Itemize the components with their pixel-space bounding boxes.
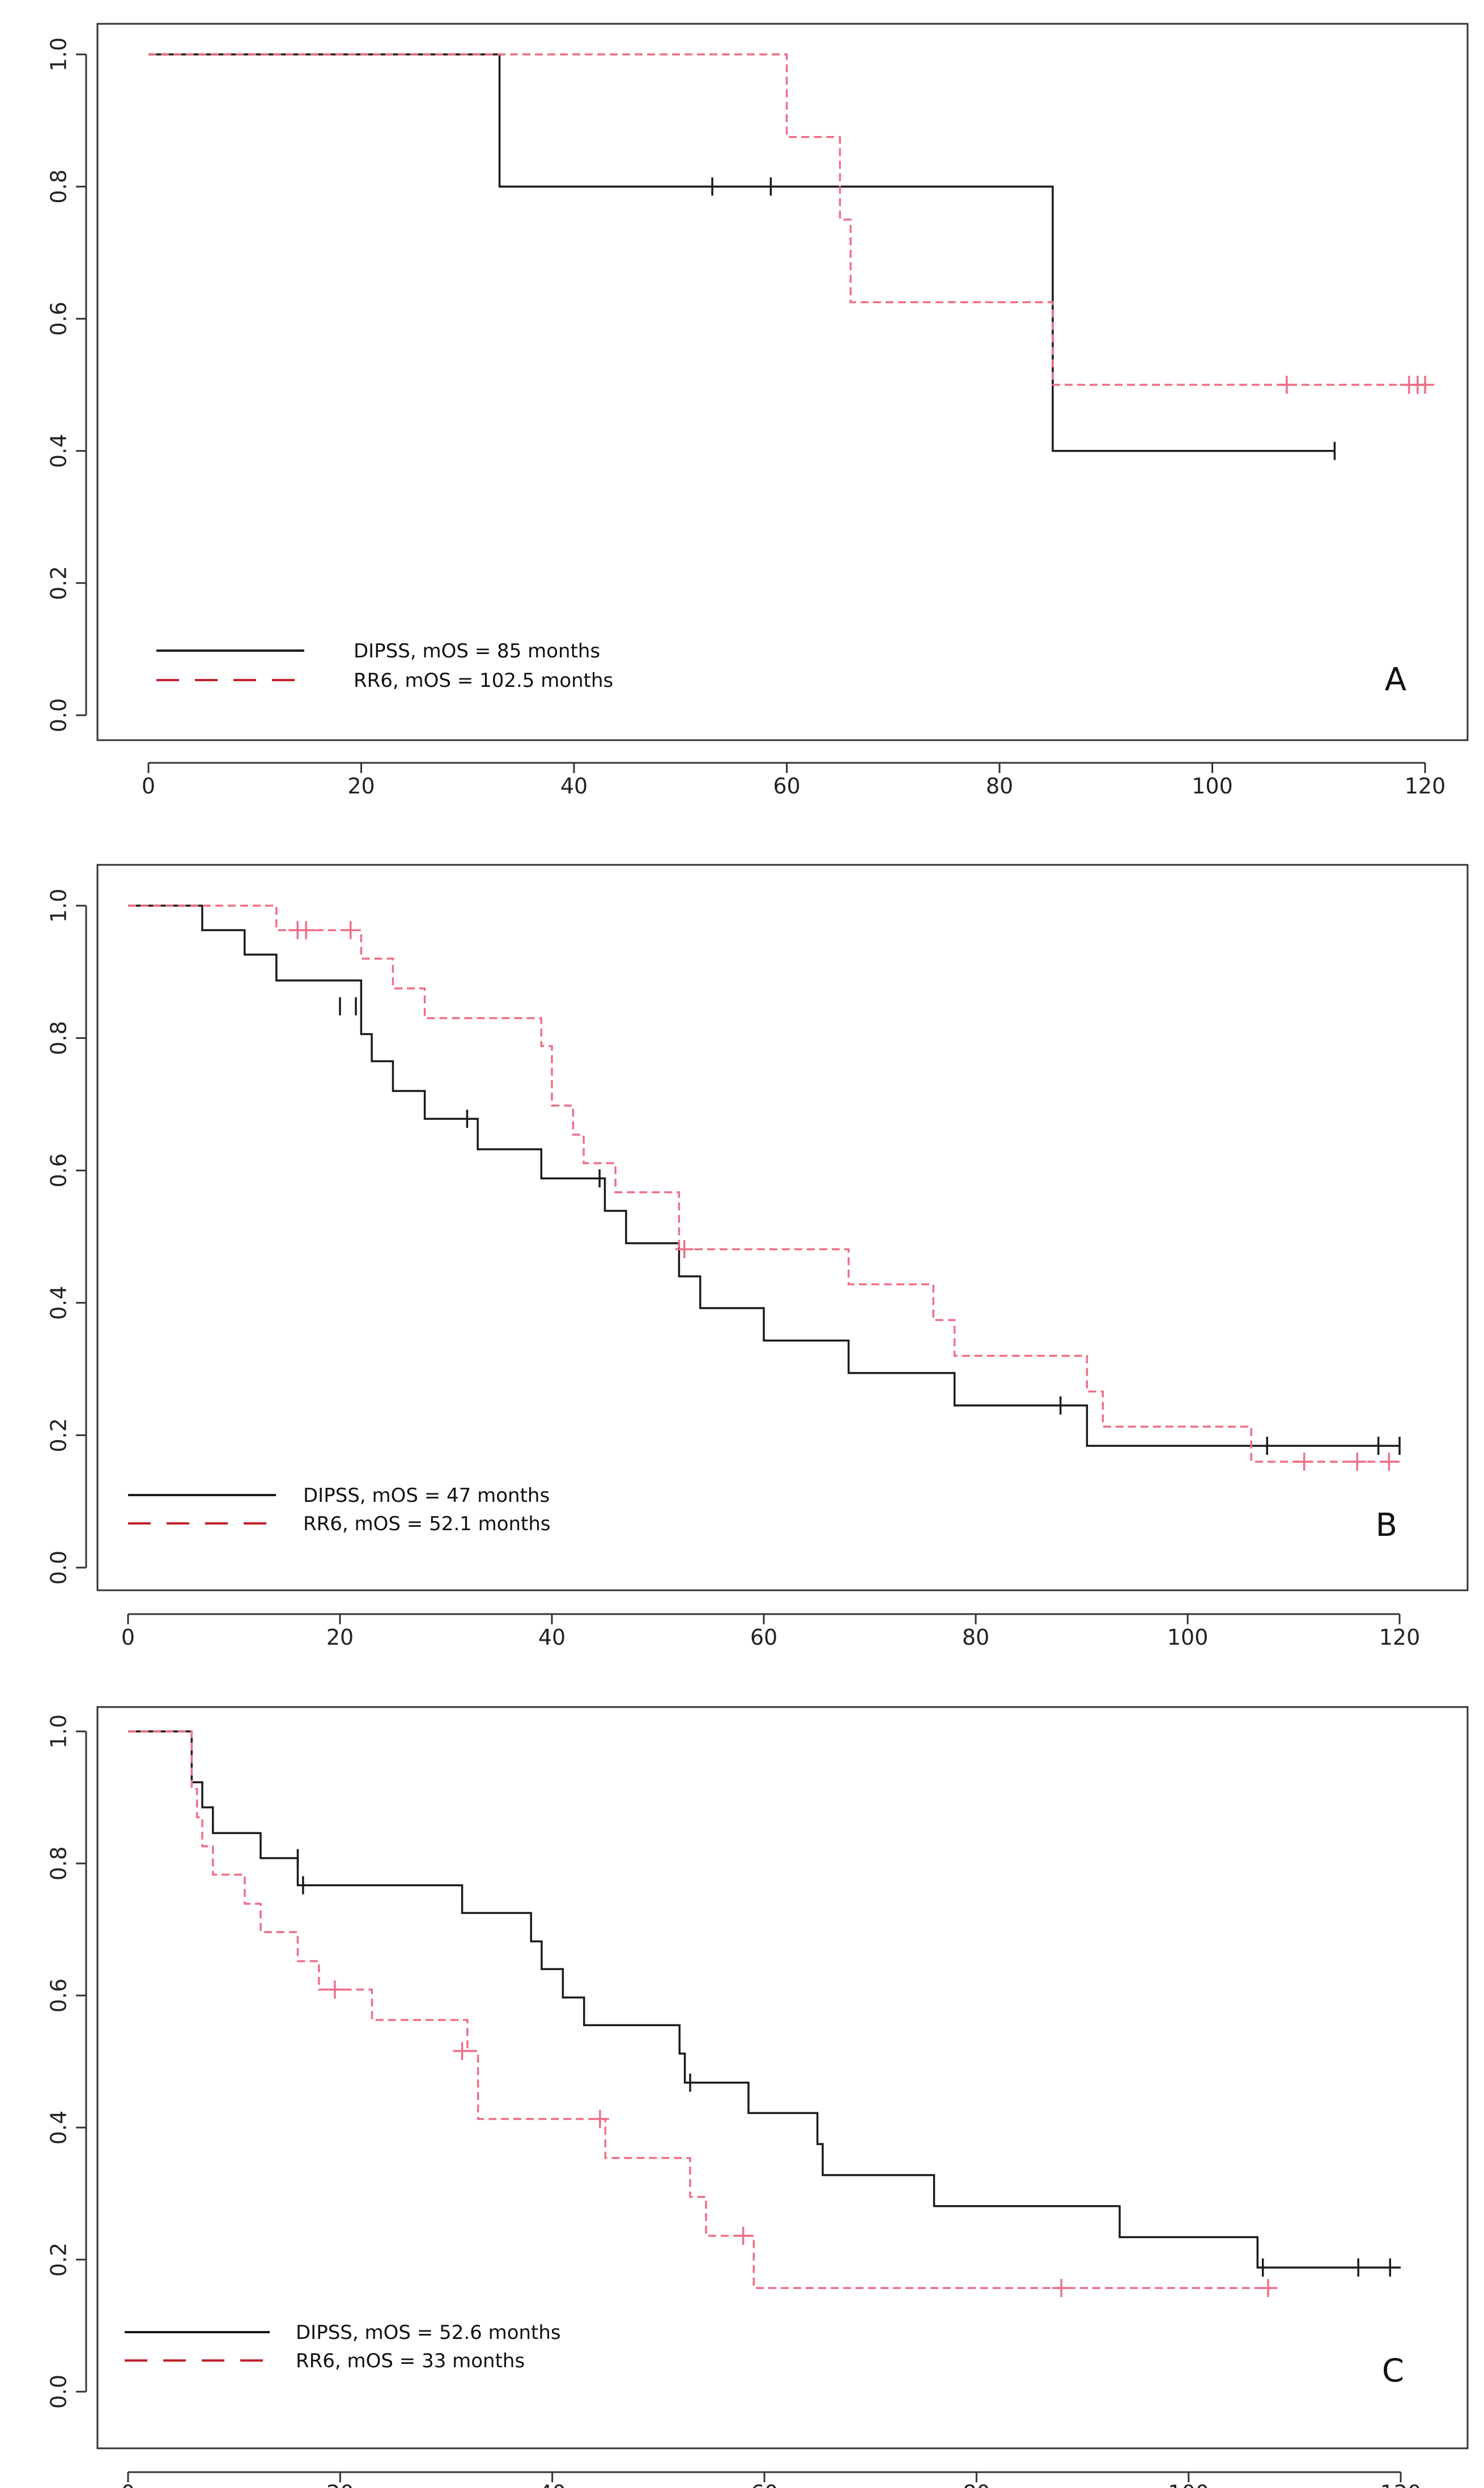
x-tick-label: 40 bbox=[560, 774, 588, 799]
x-tick-label: 120 bbox=[1379, 1625, 1421, 1650]
censor-mark bbox=[1416, 376, 1434, 394]
x-tick-label: 20 bbox=[326, 2481, 354, 2488]
y-tick-label: 0.4 bbox=[46, 2111, 71, 2145]
y-tick-label: 0.0 bbox=[46, 1551, 71, 1585]
y-tick-label: 1.0 bbox=[46, 37, 71, 71]
legend: DIPSS, mOS = 52.6 months RR6, mOS = 33 mo… bbox=[125, 2321, 561, 2372]
censor-mark bbox=[1277, 376, 1296, 394]
x-tick-label: 80 bbox=[962, 1625, 989, 1650]
censor-mark bbox=[325, 1980, 344, 1999]
x-tick-label: 120 bbox=[1405, 774, 1446, 799]
chart-panel-c: 0 20 40 60 80 100 120 0.0 0.2 0.4 0.6 0.8 1.0 DIPSS, … bbox=[46, 1706, 1469, 2488]
y-tick-label: 0.8 bbox=[46, 169, 71, 203]
km-curve-dipss bbox=[128, 905, 1400, 1447]
km-curve-rr6 bbox=[128, 1730, 1269, 2289]
x-tick-label: 120 bbox=[1380, 2481, 1422, 2488]
x-tick-label: 40 bbox=[538, 2481, 565, 2488]
legend-label-rr6: RR6, mOS = 52.1 months bbox=[303, 1513, 551, 1535]
chart-panel-b: 0 20 40 60 80 100 120 0.0 0.2 0.4 0.6 0.8 1.0 DIPSS, … bbox=[46, 864, 1469, 1650]
y-tick-label: 0.2 bbox=[46, 1418, 71, 1452]
y-tick-label: 0.2 bbox=[46, 2243, 71, 2277]
plot-frame bbox=[96, 864, 1469, 1591]
x-tick-label: 20 bbox=[326, 1625, 354, 1650]
legend-label-dipss: DIPSS, mOS = 52.6 months bbox=[296, 2321, 561, 2344]
censor-mark bbox=[590, 2109, 609, 2128]
x-tick-label: 0 bbox=[142, 774, 155, 799]
censor-mark bbox=[1052, 2279, 1071, 2298]
censor-mark bbox=[453, 2041, 471, 2060]
censor-mark bbox=[734, 2227, 752, 2245]
y-tick-label: 0.8 bbox=[46, 1021, 71, 1055]
plot-frame bbox=[96, 23, 1469, 741]
x-tick-label: 20 bbox=[347, 774, 375, 799]
legend-label-dipss: DIPSS, mOS = 47 months bbox=[303, 1484, 550, 1507]
y-tick-label: 0.2 bbox=[46, 566, 71, 600]
censor-mark bbox=[297, 921, 316, 940]
legend-label-dipss: DIPSS, mOS = 85 months bbox=[354, 640, 600, 663]
y-tick-label: 0.6 bbox=[46, 1153, 71, 1187]
y-tick-label: 0.0 bbox=[46, 698, 71, 732]
km-curve-dipss bbox=[128, 1730, 1401, 2269]
censor-mark bbox=[1348, 1453, 1367, 1471]
x-tick-label: 0 bbox=[121, 2481, 135, 2488]
legend-label-rr6: RR6, mOS = 102.5 months bbox=[354, 669, 613, 692]
x-tick-label: 80 bbox=[986, 774, 1013, 799]
legend-label-rr6: RR6, mOS = 33 months bbox=[296, 2350, 525, 2372]
km-panels: 0 20 40 60 80 100 120 0.0 0.2 0.4 0.6 0.8 1.0 DIPSS, … bbox=[46, 23, 1469, 2488]
legend: DIPSS, mOS = 47 months RR6, mOS = 52.1 mo… bbox=[128, 1484, 551, 1535]
plot-frame bbox=[96, 1706, 1469, 2449]
censor-mark bbox=[1295, 1453, 1313, 1471]
y-tick-label: 0.4 bbox=[46, 434, 71, 468]
panel-label: B bbox=[1376, 1507, 1397, 1544]
panel-label: C bbox=[1382, 2353, 1404, 2389]
y-tick-label: 1.0 bbox=[46, 1714, 71, 1748]
censor-mark bbox=[341, 921, 360, 940]
x-tick-label: 40 bbox=[538, 1625, 565, 1650]
x-tick-label: 60 bbox=[750, 1625, 777, 1650]
y-tick-label: 0.6 bbox=[46, 1978, 71, 2013]
censor-mark bbox=[1380, 1453, 1398, 1471]
y-tick-label: 0.0 bbox=[46, 2375, 71, 2409]
x-tick-label: 60 bbox=[751, 2481, 778, 2488]
y-tick-label: 0.4 bbox=[46, 1286, 71, 1320]
x-tick-label: 100 bbox=[1167, 1625, 1209, 1650]
x-tick-label: 60 bbox=[773, 774, 800, 799]
x-tick-label: 100 bbox=[1192, 774, 1233, 799]
x-tick-label: 100 bbox=[1168, 2481, 1209, 2488]
y-tick-label: 0.6 bbox=[46, 302, 71, 336]
censor-mark bbox=[1259, 2279, 1278, 2298]
km-curve-rr6 bbox=[128, 905, 1400, 1463]
x-tick-label: 80 bbox=[963, 2481, 990, 2488]
censor-mark bbox=[675, 1240, 694, 1259]
chart-panel-a: 0 20 40 60 80 100 120 0.0 0.2 0.4 0.6 0.8 1.0 DIPSS, … bbox=[46, 23, 1469, 799]
x-tick-label: 0 bbox=[121, 1625, 135, 1650]
panel-label: A bbox=[1385, 661, 1406, 698]
y-tick-label: 1.0 bbox=[46, 889, 71, 923]
km-curve-rr6 bbox=[148, 53, 1425, 386]
legend: DIPSS, mOS = 85 months RR6, mOS = 102.5 m… bbox=[156, 640, 613, 692]
y-tick-label: 0.8 bbox=[46, 1846, 71, 1880]
